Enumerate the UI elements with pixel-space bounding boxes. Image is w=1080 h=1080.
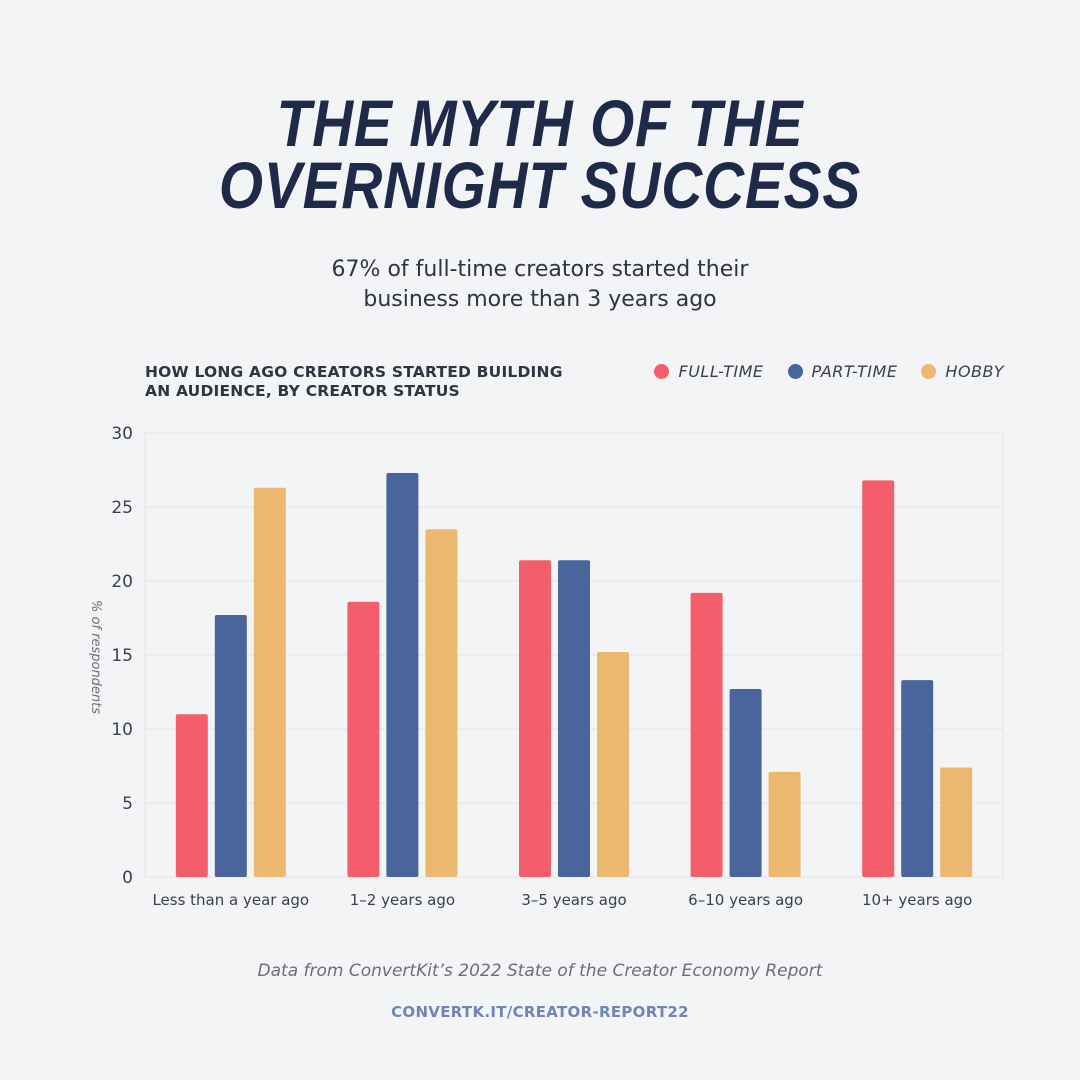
bar-hobby — [597, 652, 629, 877]
page-subtitle: 67% of full-time creators started their … — [0, 255, 1080, 315]
y-tick-label: 0 — [122, 868, 133, 888]
x-tick-label: 1–2 years ago — [350, 891, 455, 909]
legend-dot-hobby — [921, 364, 937, 379]
subtitle-line-2: business more than 3 years ago — [363, 287, 717, 312]
x-tick-label: 10+ years ago — [862, 891, 972, 909]
legend-dot-part-time — [787, 364, 803, 379]
y-tick-label: 15 — [111, 646, 133, 666]
bar-part-time — [729, 689, 762, 877]
bar-hobby — [768, 771, 801, 877]
bar-hobby — [253, 487, 286, 877]
bar-part-time — [901, 680, 934, 877]
bar-hobby — [425, 529, 458, 877]
bar-full-time — [862, 480, 895, 877]
y-axis-label: % of respondents — [88, 600, 103, 714]
title-line-2: OVERNIGHT SUCCESS — [218, 148, 862, 222]
report-link[interactable]: CONVERTK.IT/CREATOR-REPORT22 — [391, 1003, 689, 1021]
legend-item-part-time: PART-TIME — [787, 362, 898, 381]
y-tick-label: 30 — [111, 424, 133, 444]
bar-part-time — [558, 560, 590, 877]
legend-label-hobby: HOBBY — [945, 362, 1004, 381]
bar-part-time — [214, 615, 247, 877]
subtitle-line-1: 67% of full-time creators started their — [331, 257, 749, 282]
chart-heading-line-1: HOW LONG AGO CREATORS STARTED BUILDING — [145, 363, 563, 381]
bar-full-time — [519, 560, 551, 877]
chart-heading-line-2: AN AUDIENCE, BY CREATOR STATUS — [145, 382, 460, 400]
title-line-1: THE MYTH OF THE — [276, 86, 804, 160]
bar-hobby — [940, 767, 973, 877]
x-tick-label: 6–10 years ago — [688, 891, 803, 909]
bar-full-time — [347, 601, 380, 877]
y-tick-label: 20 — [111, 572, 133, 592]
legend-item-hobby: HOBBY — [921, 362, 1004, 381]
bar-full-time — [690, 592, 723, 877]
y-tick-label: 10 — [111, 720, 133, 740]
legend-label-full-time: FULL-TIME — [678, 362, 764, 381]
chart-heading: HOW LONG AGO CREATORS STARTED BUILDING A… — [145, 363, 615, 401]
x-tick-label: Less than a year ago — [152, 891, 309, 909]
legend-dot-full-time — [654, 364, 670, 379]
legend-label-part-time: PART-TIME — [811, 362, 898, 381]
chart-legend: FULL-TIME PART-TIME HOBBY — [654, 362, 1004, 381]
y-tick-label: 25 — [111, 498, 133, 518]
bar-part-time — [386, 472, 419, 877]
x-tick-label: 3–5 years ago — [521, 891, 626, 909]
data-source-note: Data from ConvertKit’s 2022 State of the… — [257, 961, 823, 981]
legend-item-full-time: FULL-TIME — [654, 362, 763, 381]
y-tick-label: 5 — [122, 794, 133, 814]
page-title: THE MYTH OF THE OVERNIGHT SUCCESS — [76, 86, 1005, 222]
bar-full-time — [175, 714, 208, 877]
